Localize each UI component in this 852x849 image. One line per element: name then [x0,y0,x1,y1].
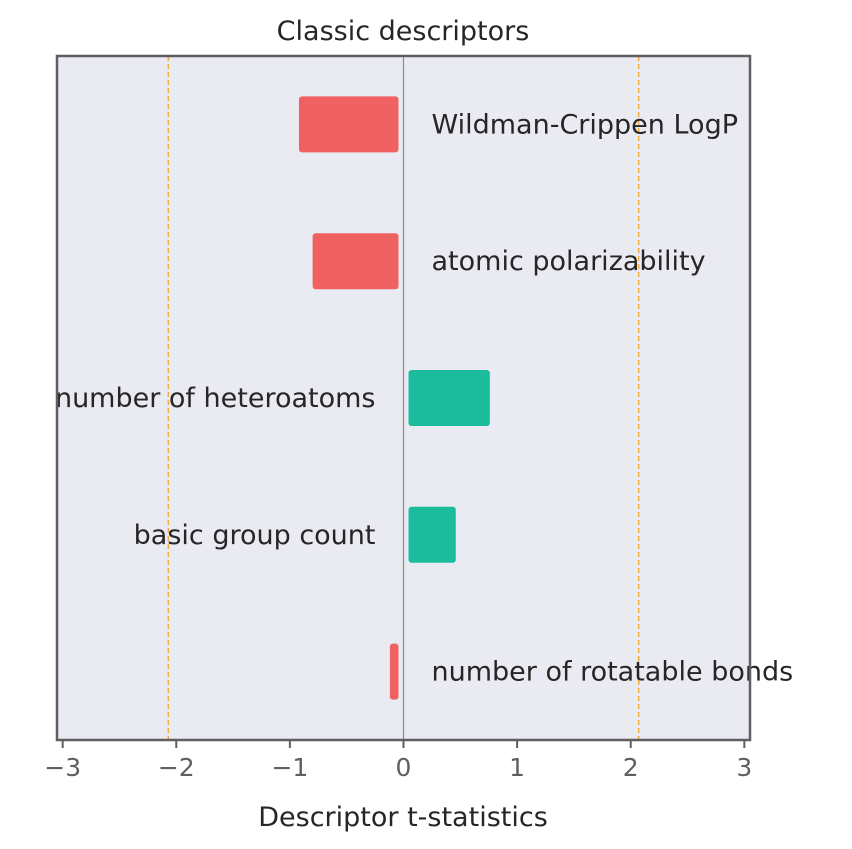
x-axis-label: Descriptor t-statistics [258,802,548,833]
x-tick-label-6: 3 [736,753,752,782]
bar-label-2: atomic polarizability [432,246,706,277]
bar-label-1: Wildman-Crippen LogP [432,109,739,140]
x-tick-label-2: −1 [271,753,308,782]
bar-label-5: number of rotatable bonds [432,657,794,688]
bar-4 [408,506,456,563]
bar-label-4: basic group count [134,520,376,551]
bar-1 [298,96,399,153]
x-tick-label-1: −2 [158,753,195,782]
x-tick-label-5: 2 [623,753,639,782]
bar-3 [408,370,490,426]
bar-label-3: number of heteroatoms [55,383,376,414]
x-tick-label-0: −3 [44,753,81,782]
chart-title: Classic descriptors [277,16,530,47]
x-tick-label-3: 0 [396,753,412,782]
bar-5 [389,643,399,700]
bar-2 [312,233,399,290]
x-tick-label-4: 1 [509,753,525,782]
